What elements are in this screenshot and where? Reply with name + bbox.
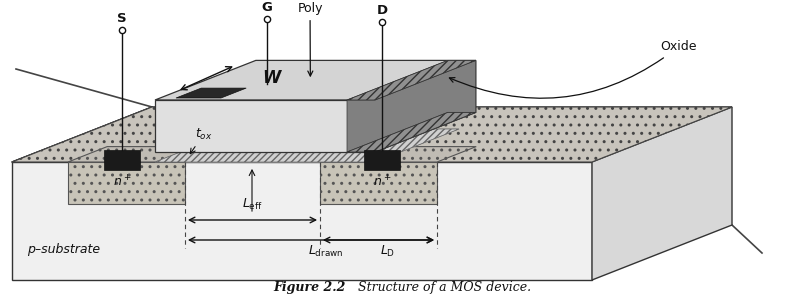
Polygon shape bbox=[592, 107, 732, 280]
Text: G: G bbox=[262, 1, 272, 14]
Text: $n^+$: $n^+$ bbox=[373, 174, 391, 190]
Text: Structure of a MOS device.: Structure of a MOS device. bbox=[346, 281, 531, 294]
Text: p–substrate: p–substrate bbox=[27, 243, 100, 256]
Text: $L_{\mathrm{drawn}}$: $L_{\mathrm{drawn}}$ bbox=[308, 244, 344, 259]
Text: W: W bbox=[262, 69, 280, 87]
Text: $n^+$: $n^+$ bbox=[112, 174, 131, 190]
Polygon shape bbox=[155, 129, 459, 162]
Text: D: D bbox=[376, 4, 387, 17]
Polygon shape bbox=[104, 150, 140, 170]
Polygon shape bbox=[185, 152, 320, 162]
Text: Figure 2.2: Figure 2.2 bbox=[273, 281, 346, 294]
Text: $t_{ox}$: $t_{ox}$ bbox=[190, 127, 212, 154]
Polygon shape bbox=[155, 129, 459, 162]
Polygon shape bbox=[12, 162, 592, 280]
Polygon shape bbox=[347, 112, 476, 152]
Text: $L_{\mathrm{D}}$: $L_{\mathrm{D}}$ bbox=[380, 244, 396, 259]
Polygon shape bbox=[347, 60, 476, 100]
Polygon shape bbox=[320, 162, 437, 204]
Polygon shape bbox=[375, 60, 476, 152]
Polygon shape bbox=[320, 146, 476, 162]
Text: Oxide: Oxide bbox=[449, 40, 696, 98]
Polygon shape bbox=[68, 162, 185, 204]
Polygon shape bbox=[12, 107, 732, 162]
Polygon shape bbox=[347, 60, 476, 152]
Text: S: S bbox=[117, 12, 127, 25]
Polygon shape bbox=[155, 100, 375, 152]
Text: Poly: Poly bbox=[297, 2, 323, 76]
Polygon shape bbox=[155, 60, 476, 100]
Polygon shape bbox=[347, 112, 476, 152]
Polygon shape bbox=[12, 107, 732, 162]
Text: $L_{\mathrm{eff}}$: $L_{\mathrm{eff}}$ bbox=[242, 197, 262, 212]
Polygon shape bbox=[347, 60, 476, 100]
Polygon shape bbox=[68, 146, 224, 162]
Polygon shape bbox=[176, 88, 246, 98]
Polygon shape bbox=[364, 150, 400, 170]
